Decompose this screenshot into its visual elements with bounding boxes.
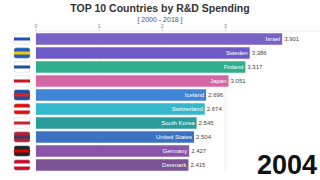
data-label: 2.696 xyxy=(208,92,224,98)
flag-stripe xyxy=(14,164,30,167)
tick-mark xyxy=(99,29,100,31)
flag-stripe xyxy=(14,150,30,153)
category-label: Finland xyxy=(224,64,244,70)
title: TOP 10 Countries by R&D Spending xyxy=(70,2,249,14)
data-label: 2.504 xyxy=(196,134,212,140)
chart: TOP 10 Countries by R&D Spending[ 2000 -… xyxy=(0,0,320,180)
tick-mark xyxy=(36,29,37,31)
bar xyxy=(36,33,282,44)
category-label: Israel xyxy=(266,36,281,42)
category-label: Germany xyxy=(162,148,187,154)
bar xyxy=(36,75,229,86)
flag-stripe xyxy=(14,38,30,41)
flag-stripe xyxy=(14,122,30,125)
flag xyxy=(14,132,30,142)
category-label: Iceland xyxy=(185,92,204,98)
bar xyxy=(36,47,250,58)
tick-label: 0 xyxy=(34,23,37,29)
data-label: 3.386 xyxy=(252,50,268,56)
flag xyxy=(14,90,30,100)
tick-label: 3 xyxy=(224,23,227,29)
data-label: 2.427 xyxy=(191,148,207,154)
data-label: 3.317 xyxy=(247,64,263,70)
category-label: Sweden xyxy=(226,50,248,56)
bar xyxy=(36,103,205,114)
flag xyxy=(14,34,30,44)
data-label: 2.674 xyxy=(207,106,223,112)
bars xyxy=(36,33,282,170)
category-label: Japan xyxy=(210,78,226,84)
tick-mark xyxy=(225,29,226,31)
flag xyxy=(14,76,30,86)
flag-stripe xyxy=(14,94,30,97)
data-label: 3.051 xyxy=(231,78,247,84)
data-label: 2.415 xyxy=(190,162,206,168)
flag-stripe xyxy=(14,52,30,55)
category-label: South Korea xyxy=(161,120,195,126)
data-label: 2.545 xyxy=(199,120,215,126)
flag xyxy=(14,104,30,114)
flag xyxy=(14,48,30,58)
bar xyxy=(36,117,197,128)
bar xyxy=(36,159,188,170)
year-annotation: 2004 xyxy=(257,150,317,180)
tick-label: 1 xyxy=(98,23,101,29)
flag xyxy=(14,146,30,156)
flag xyxy=(14,118,30,128)
category-label: United States xyxy=(156,134,192,140)
axis-line xyxy=(36,31,320,32)
bar xyxy=(36,131,194,142)
flag-stripe xyxy=(14,108,30,111)
bar xyxy=(36,61,245,72)
bar xyxy=(36,145,189,156)
category-label: Denmark xyxy=(162,162,187,168)
bar xyxy=(36,89,206,100)
data-label: 3.901 xyxy=(284,36,300,42)
category-label: Switzerland xyxy=(172,106,203,112)
tick-mark xyxy=(162,29,163,31)
tick-label: 2 xyxy=(161,23,164,29)
flag-stripe xyxy=(14,80,30,83)
flag-stripe xyxy=(14,136,30,139)
flag-stripe xyxy=(14,66,30,69)
flag xyxy=(14,160,30,170)
flag xyxy=(14,62,30,72)
